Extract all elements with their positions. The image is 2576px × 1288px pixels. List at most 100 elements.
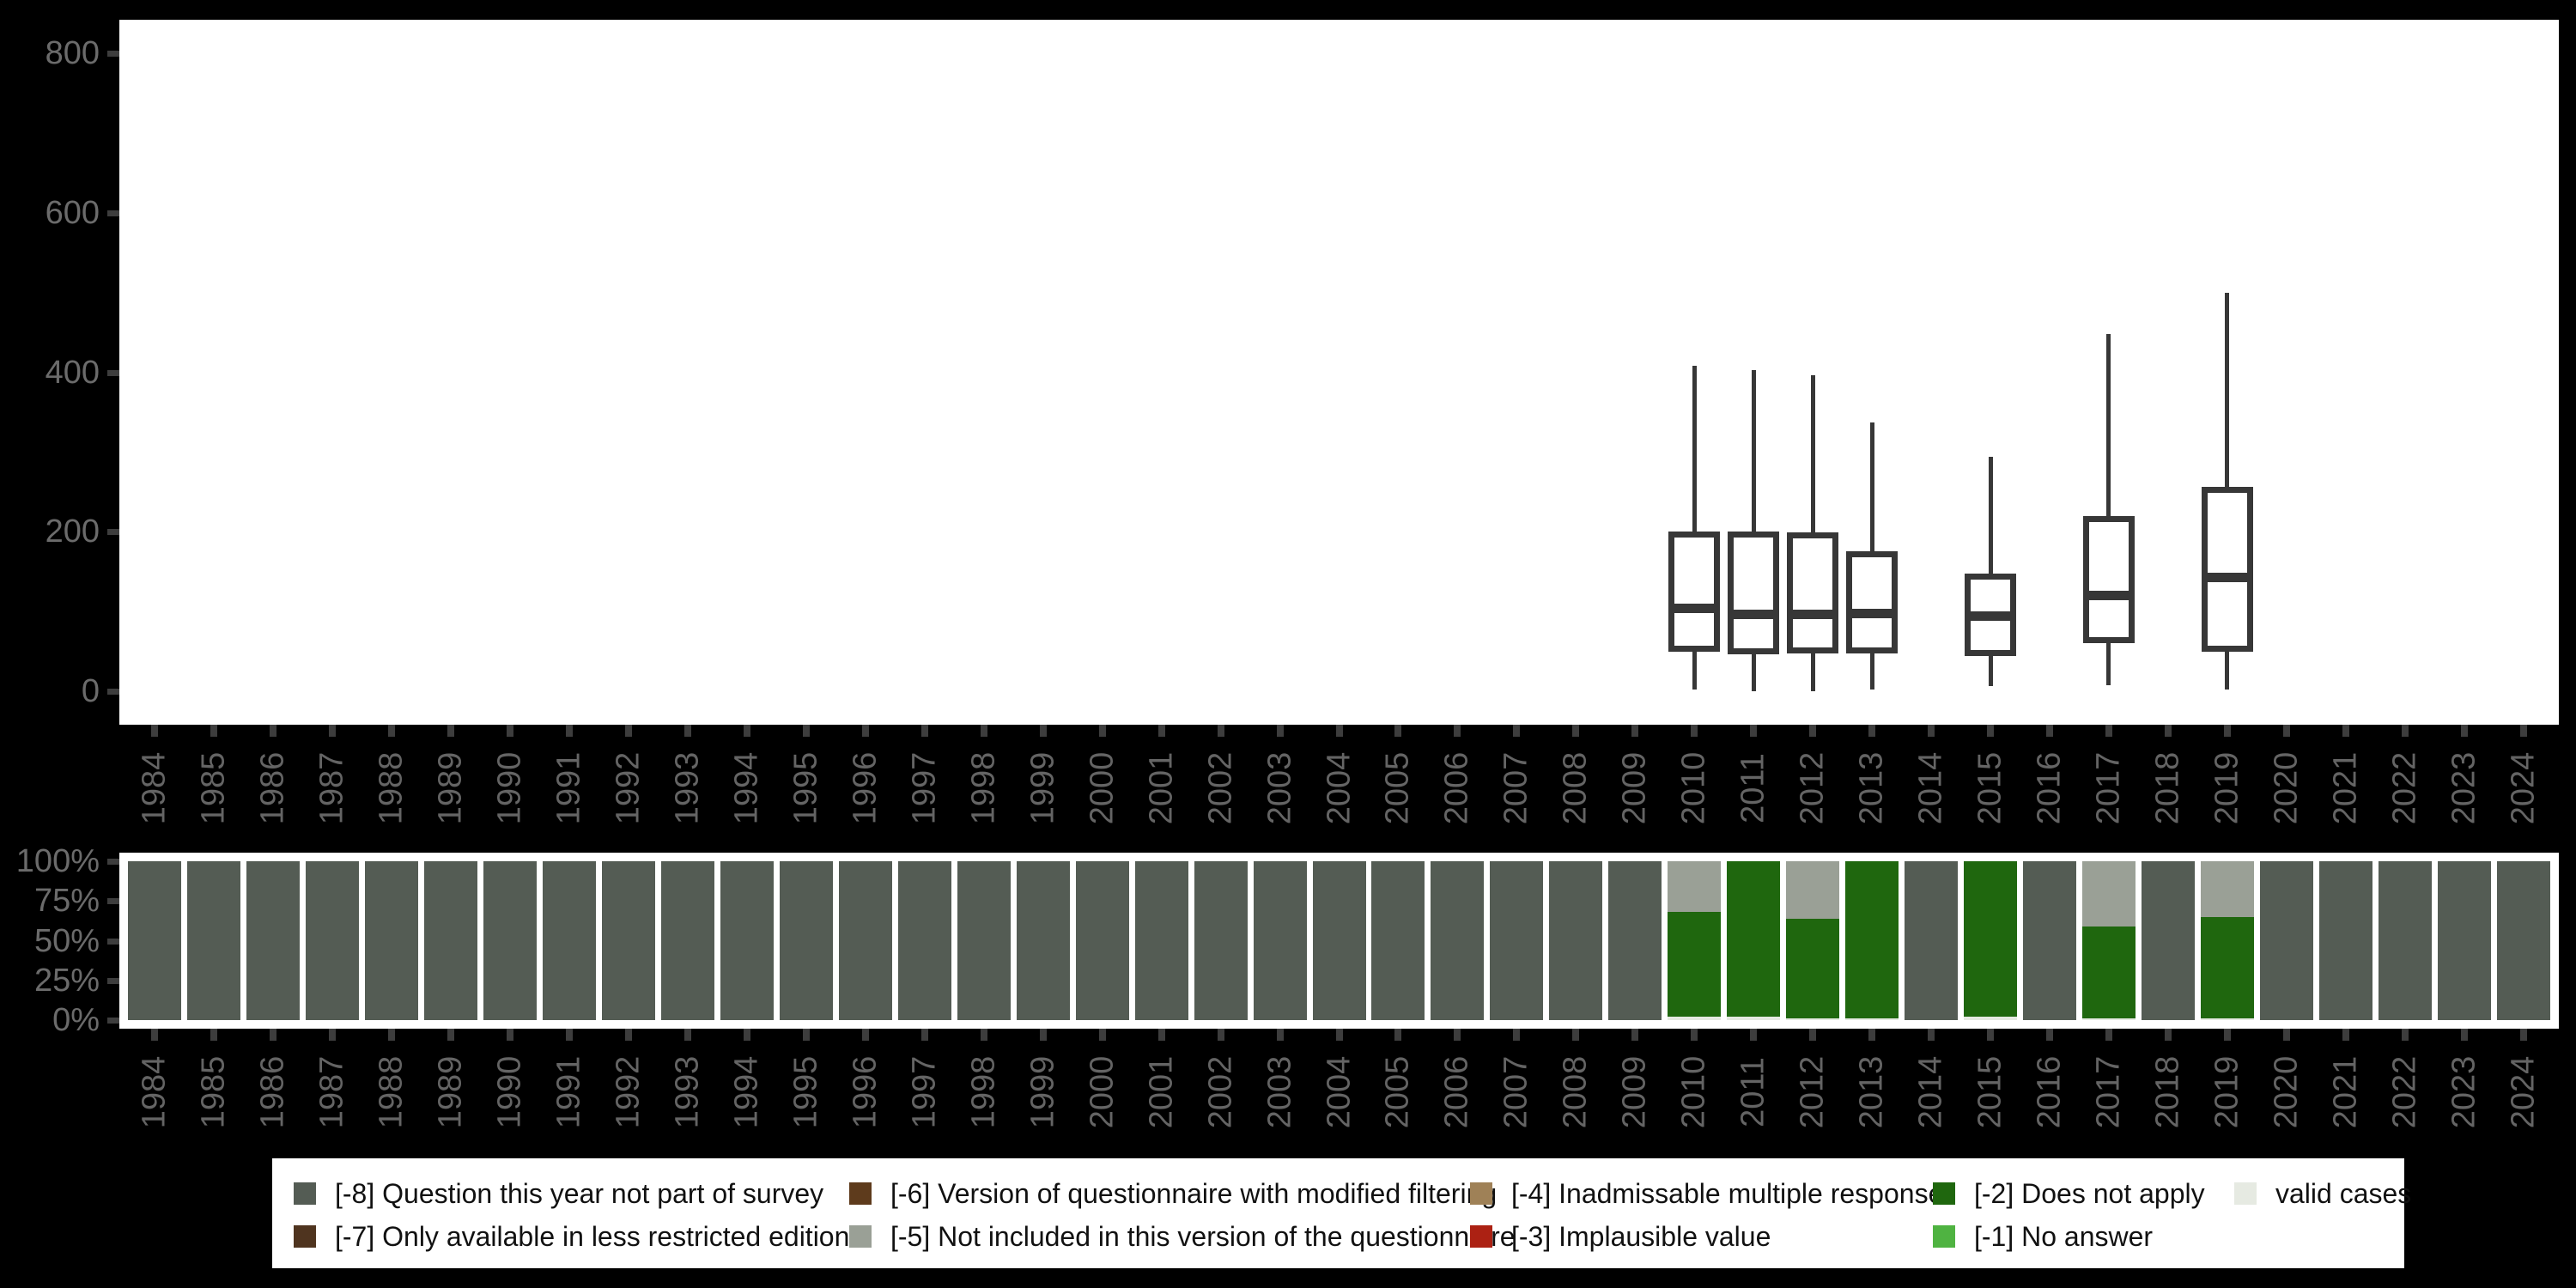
x-axis-year-label: 2023 bbox=[2445, 1056, 2482, 1129]
x-axis-year-label: 1986 bbox=[255, 1056, 292, 1129]
x-axis-tick bbox=[1218, 725, 1224, 737]
x-axis-year-label: 2021 bbox=[2327, 752, 2364, 825]
boxplot-plot-area bbox=[119, 20, 2559, 725]
bar-segment--8 bbox=[128, 861, 181, 1020]
legend-swatch--7 bbox=[294, 1225, 316, 1248]
x-axis-tick bbox=[1277, 725, 1284, 737]
x-axis-tick bbox=[270, 725, 276, 737]
x-axis-tick bbox=[625, 725, 632, 737]
x-axis-year-label: 1996 bbox=[847, 752, 884, 825]
boxplot-box bbox=[1846, 551, 1898, 653]
bar-segment--2 bbox=[1727, 861, 1780, 1017]
x-axis-year-label: 1988 bbox=[374, 1056, 410, 1129]
bar-segment-valid bbox=[1668, 1017, 1721, 1020]
bar-segment-valid bbox=[1786, 1018, 1839, 1020]
x-axis-year-label: 1993 bbox=[669, 752, 706, 825]
x-axis-tick bbox=[981, 725, 987, 737]
bar-segment--8 bbox=[1194, 861, 1248, 1020]
x-axis-year-label: 1996 bbox=[847, 1056, 884, 1129]
x-axis-tick bbox=[2461, 1029, 2468, 1041]
y-axis-tick-label: 400 bbox=[7, 352, 100, 393]
bar-segment--8 bbox=[483, 861, 537, 1020]
x-axis-year-label: 2001 bbox=[1143, 752, 1180, 825]
x-axis-year-label: 1993 bbox=[669, 1056, 706, 1129]
x-axis-year-label: 2016 bbox=[2031, 1056, 2068, 1129]
x-axis-tick bbox=[2165, 1029, 2172, 1041]
x-axis-year-label: 2006 bbox=[1439, 752, 1476, 825]
x-axis-tick bbox=[2283, 1029, 2290, 1041]
x-axis-tick bbox=[388, 1029, 395, 1041]
bar-segment--8 bbox=[661, 861, 714, 1020]
x-axis-tick bbox=[329, 1029, 336, 1041]
bar-segment--8 bbox=[2438, 861, 2491, 1020]
x-axis-year-label: 1998 bbox=[965, 1056, 1002, 1129]
x-axis-year-label: 2022 bbox=[2386, 752, 2423, 825]
x-axis-year-label: 2010 bbox=[1676, 752, 1713, 825]
x-axis-tick bbox=[684, 1029, 691, 1041]
x-axis-year-label: 1995 bbox=[787, 1056, 824, 1129]
x-axis-year-label: 2016 bbox=[2031, 752, 2068, 825]
x-axis-tick bbox=[1040, 725, 1047, 737]
legend-label--5: [-5] Not included in this version of the… bbox=[890, 1221, 1516, 1252]
x-axis-year-label: 2000 bbox=[1084, 752, 1121, 825]
x-axis-year-label: 2024 bbox=[2505, 1056, 2542, 1129]
x-axis-tick bbox=[2402, 1029, 2409, 1041]
x-axis-year-label: 2004 bbox=[1321, 752, 1358, 825]
bar-segment--8 bbox=[2023, 861, 2076, 1020]
boxplot-median bbox=[1728, 610, 1779, 619]
legend-label--6: [-6] Version of questionnaire with modif… bbox=[890, 1178, 1497, 1209]
x-axis-tick bbox=[1513, 725, 1520, 737]
x-axis-tick bbox=[1631, 725, 1638, 737]
x-axis-year-label: 2014 bbox=[1913, 1056, 1950, 1129]
percent-axis-tick-label: 25% bbox=[0, 960, 100, 1001]
x-axis-year-label: 2015 bbox=[1972, 752, 2009, 825]
x-axis-year-label: 2024 bbox=[2505, 752, 2542, 825]
x-axis-tick bbox=[566, 1029, 573, 1041]
x-axis-year-label: 2005 bbox=[1380, 1056, 1417, 1129]
x-axis-tick bbox=[2046, 1029, 2053, 1041]
x-axis-tick bbox=[1158, 725, 1165, 737]
x-axis-tick bbox=[2283, 725, 2290, 737]
bar-segment--2 bbox=[1964, 861, 2017, 1017]
x-axis-tick bbox=[507, 1029, 513, 1041]
bar-segment--8 bbox=[1135, 861, 1188, 1020]
x-axis-tick bbox=[329, 725, 336, 737]
x-axis-year-label: 1985 bbox=[196, 1056, 233, 1129]
bar-segment--8 bbox=[1490, 861, 1543, 1020]
x-axis-year-label: 2000 bbox=[1084, 1056, 1121, 1129]
x-axis-year-label: 1997 bbox=[906, 752, 943, 825]
bar-segment--2 bbox=[2082, 927, 2136, 1018]
legend-swatch--8 bbox=[294, 1182, 316, 1205]
percent-axis-tick-label: 75% bbox=[0, 880, 100, 921]
x-axis-year-label: 2009 bbox=[1617, 1056, 1654, 1129]
x-axis-tick bbox=[1454, 725, 1461, 737]
bar-segment--2 bbox=[1845, 861, 1899, 1018]
percent-axis-tick bbox=[107, 1018, 119, 1024]
x-axis-tick bbox=[1572, 725, 1579, 737]
legend-label-valid: valid cases bbox=[2275, 1178, 2411, 1209]
x-axis-tick bbox=[803, 1029, 810, 1041]
x-axis-year-label: 1994 bbox=[728, 1056, 765, 1129]
x-axis-year-label: 2012 bbox=[1795, 1056, 1832, 1129]
x-axis-tick bbox=[507, 725, 513, 737]
y-axis-tick bbox=[107, 529, 119, 535]
x-axis-year-label: 2008 bbox=[1558, 1056, 1595, 1129]
x-axis-year-label: 2014 bbox=[1913, 752, 1950, 825]
boxplot-box bbox=[1728, 532, 1779, 654]
x-axis-year-label: 2018 bbox=[2149, 1056, 2186, 1129]
x-axis-year-label: 2001 bbox=[1143, 1056, 1180, 1129]
legend-swatch--4 bbox=[1470, 1182, 1492, 1205]
x-axis-tick bbox=[1809, 1029, 1816, 1041]
x-axis-tick bbox=[1928, 1029, 1935, 1041]
x-axis-year-label: 1984 bbox=[137, 1056, 173, 1129]
x-axis-year-label: 2013 bbox=[1854, 752, 1891, 825]
bar-segment--8 bbox=[424, 861, 477, 1020]
x-axis-year-label: 1991 bbox=[551, 1056, 588, 1129]
x-axis-year-label: 2007 bbox=[1498, 1056, 1535, 1129]
x-axis-year-label: 1999 bbox=[1024, 752, 1061, 825]
x-axis-tick bbox=[981, 1029, 987, 1041]
x-axis-year-label: 2006 bbox=[1439, 1056, 1476, 1129]
x-axis-year-label: 2018 bbox=[2149, 752, 2186, 825]
x-axis-year-label: 2020 bbox=[2268, 1056, 2305, 1129]
x-axis-tick bbox=[1572, 1029, 1579, 1041]
